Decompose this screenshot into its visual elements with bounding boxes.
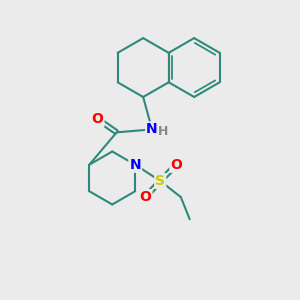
Text: O: O xyxy=(140,190,152,204)
Text: N: N xyxy=(146,122,158,136)
Text: O: O xyxy=(92,112,104,126)
Text: H: H xyxy=(158,125,168,138)
Text: N: N xyxy=(129,158,141,172)
Text: O: O xyxy=(170,158,182,172)
Text: S: S xyxy=(155,174,165,188)
